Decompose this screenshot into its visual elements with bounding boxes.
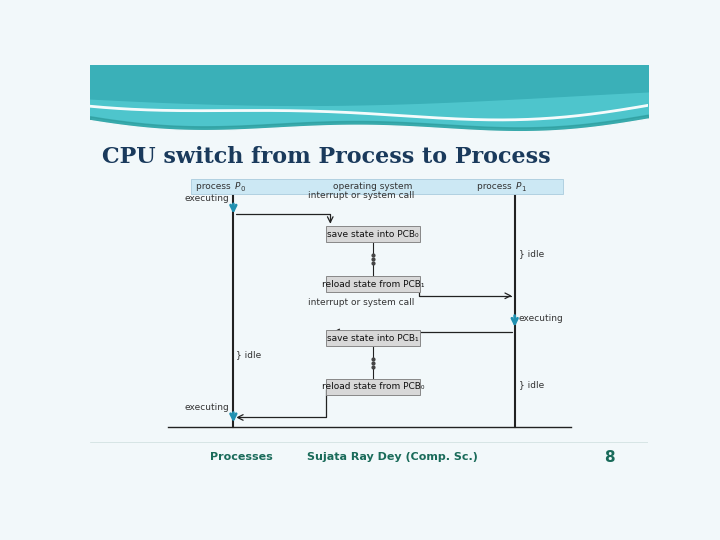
Text: process: process [196, 182, 233, 191]
Text: CPU switch from Process to Process: CPU switch from Process to Process [102, 146, 550, 167]
Text: reload state from PCB₁: reload state from PCB₁ [322, 280, 424, 289]
Text: 0: 0 [240, 186, 245, 192]
Text: interrupt or system call: interrupt or system call [308, 298, 415, 307]
FancyBboxPatch shape [326, 379, 420, 395]
FancyBboxPatch shape [326, 226, 420, 242]
Text: save state into PCB₁: save state into PCB₁ [327, 334, 419, 343]
Text: P: P [235, 182, 240, 191]
Text: save state into PCB₀: save state into PCB₀ [327, 230, 419, 239]
Text: 8: 8 [604, 450, 615, 465]
Text: process: process [477, 182, 515, 191]
Text: } idle: } idle [518, 381, 544, 390]
FancyBboxPatch shape [191, 179, 563, 194]
Text: executing: executing [518, 314, 563, 323]
Text: Processes: Processes [210, 453, 272, 462]
Text: executing: executing [185, 403, 230, 412]
Text: Sujata Ray Dey (Comp. Sc.): Sujata Ray Dey (Comp. Sc.) [307, 453, 477, 462]
Text: } idle: } idle [236, 350, 262, 359]
Text: operating system: operating system [333, 182, 413, 191]
Text: } idle: } idle [518, 249, 544, 258]
FancyBboxPatch shape [326, 276, 420, 292]
Text: 1: 1 [522, 186, 526, 192]
Text: interrupt or system call: interrupt or system call [308, 191, 415, 200]
FancyBboxPatch shape [326, 330, 420, 346]
Text: reload state from PCB₀: reload state from PCB₀ [322, 382, 424, 391]
Text: executing: executing [185, 194, 230, 204]
Text: P: P [516, 182, 521, 191]
